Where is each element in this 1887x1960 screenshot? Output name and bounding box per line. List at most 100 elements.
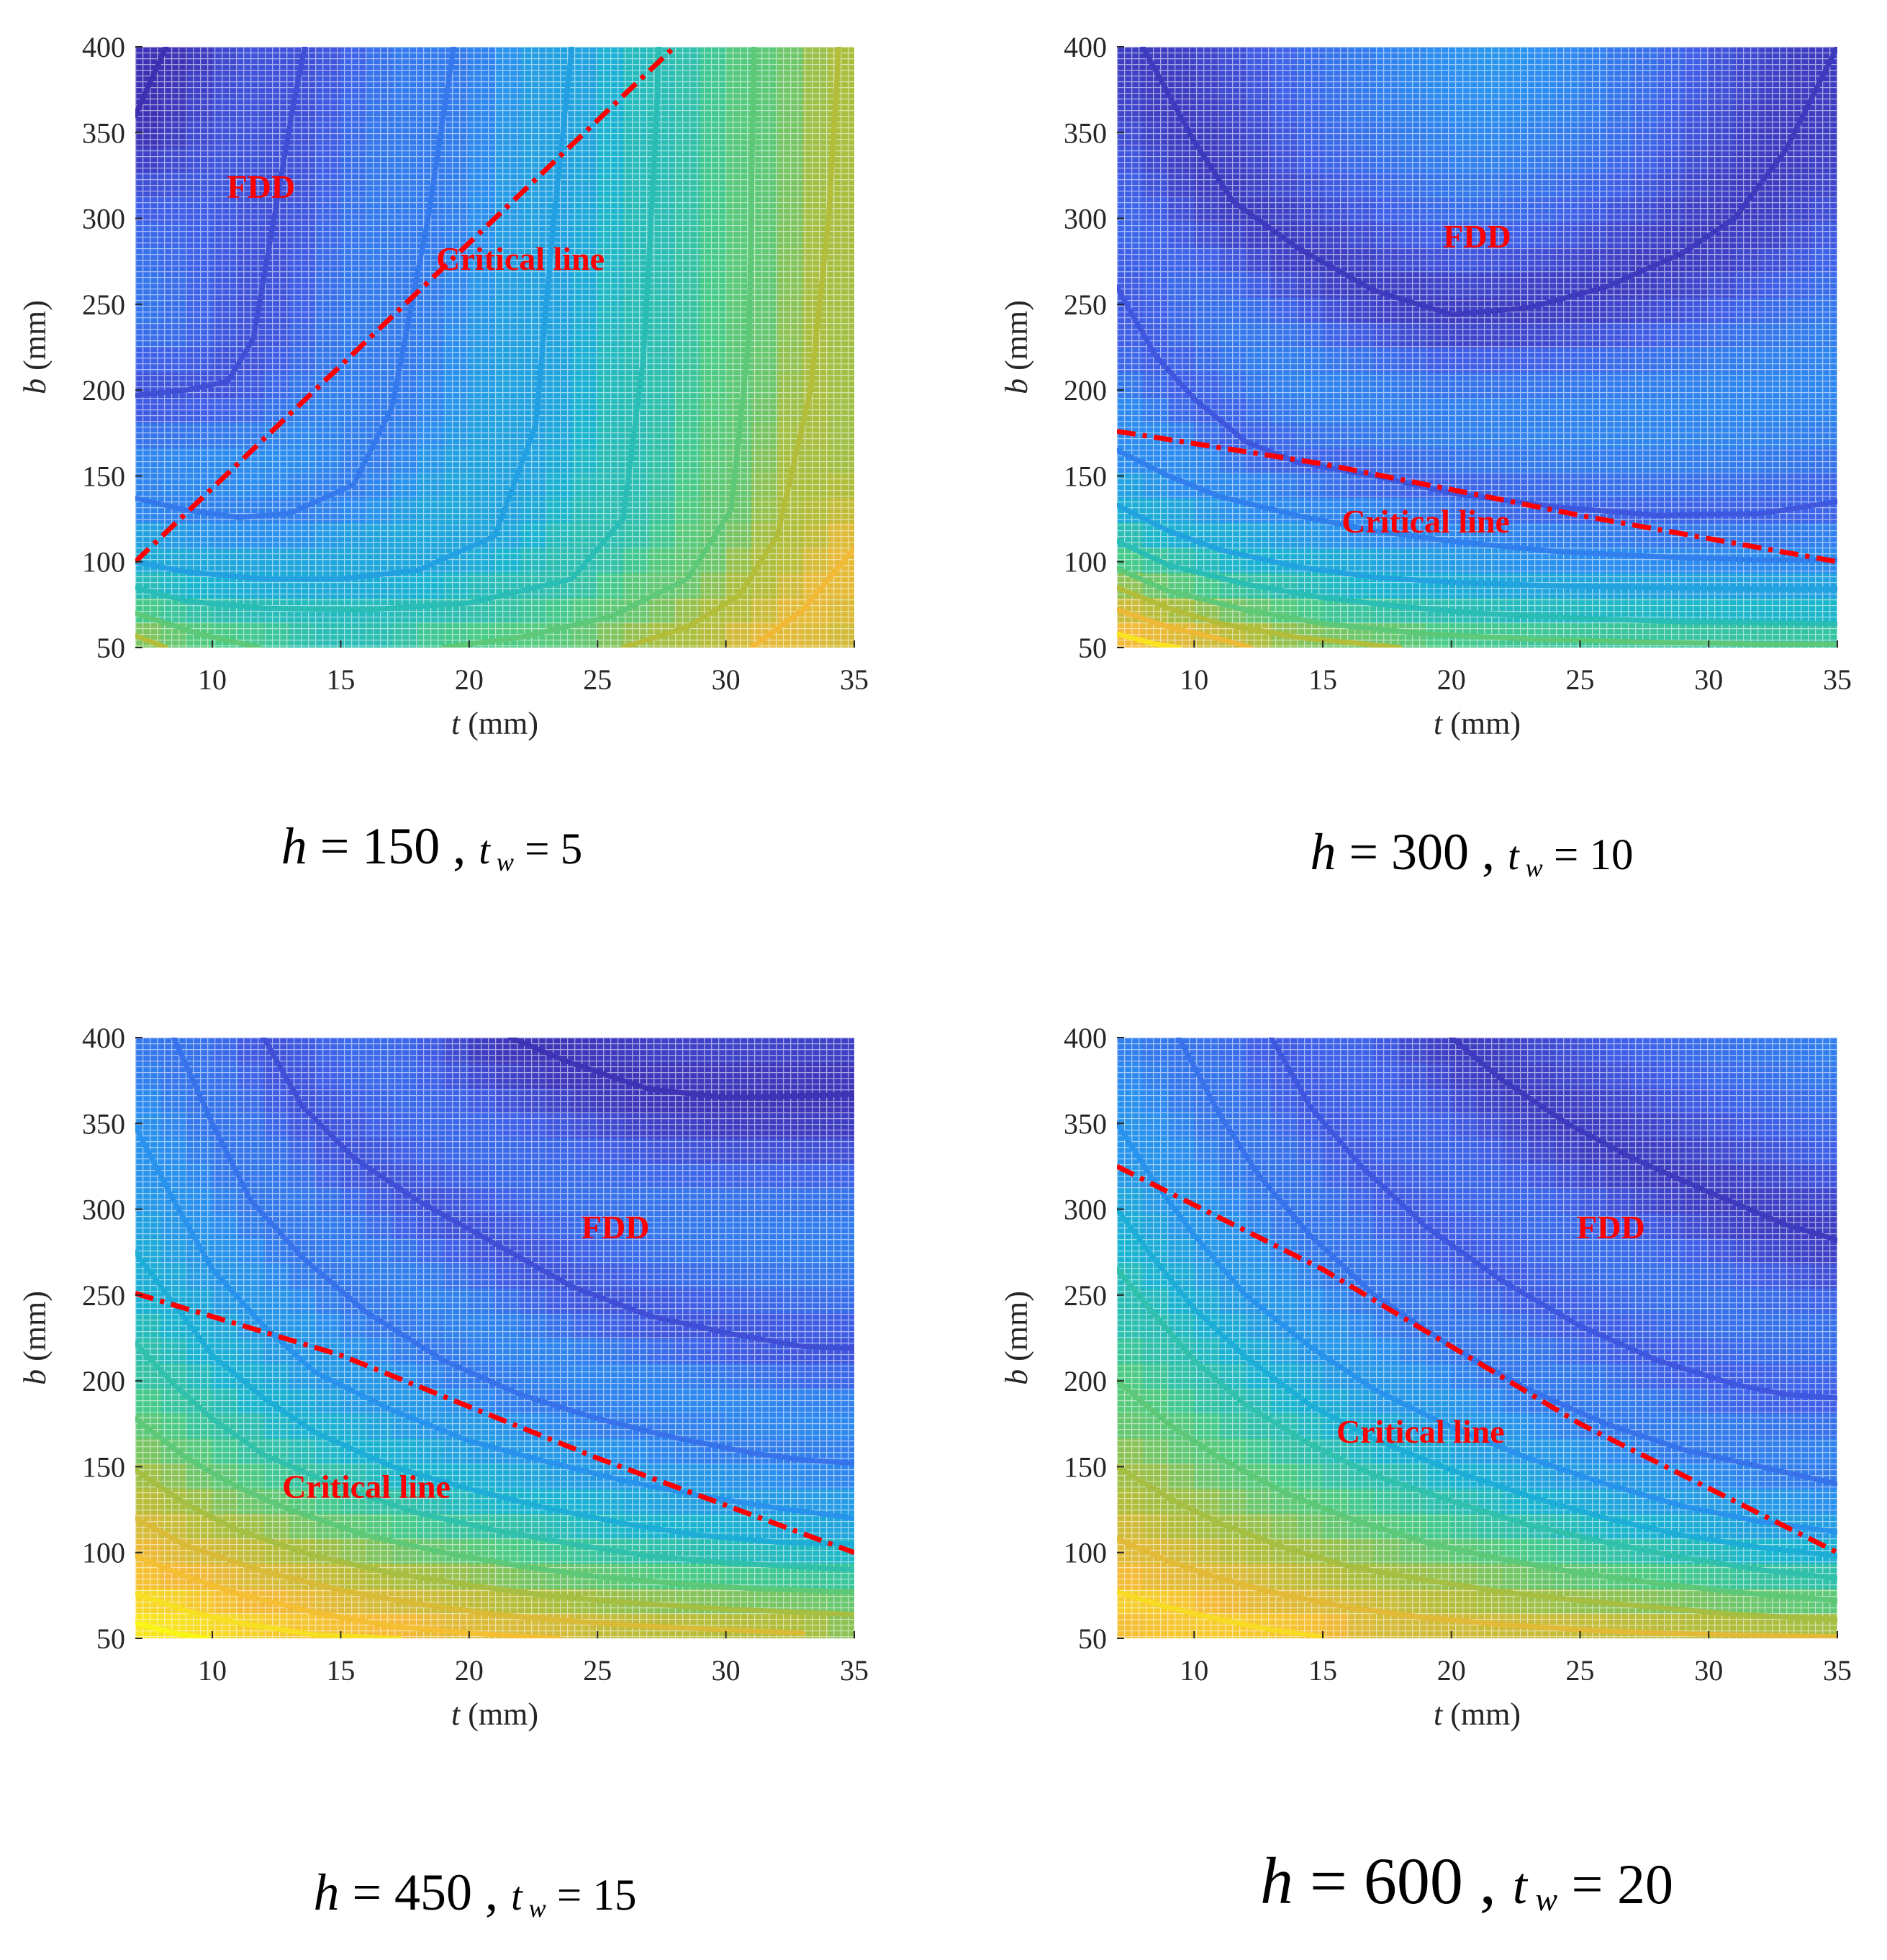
y-tick-label: 400: [1064, 31, 1107, 63]
contour-line: [171, 1038, 854, 1466]
x-tick-label: 30: [1694, 663, 1723, 696]
critical-line: [135, 47, 676, 564]
x-tick-label: 25: [583, 663, 612, 696]
contour-line: [135, 1620, 210, 1638]
contour-line: [1269, 1038, 1837, 1401]
y-axis-label: b (mm): [999, 1291, 1034, 1385]
x-tick-label: 20: [455, 663, 484, 696]
y-tick-label: 400: [82, 31, 125, 63]
y-axis-label: b (mm): [17, 1291, 53, 1385]
contour-line: [135, 47, 307, 398]
chart-panel-2: FDD Critical line 10 15 20 25 30 35 50 100 150 200 2…: [999, 31, 1852, 882]
x-tick-label: 35: [1823, 663, 1852, 696]
critical-line: [1117, 1163, 1837, 1555]
y-tick-label: 350: [82, 1107, 125, 1140]
y-tick-label: 100: [1064, 1537, 1107, 1569]
y-tick-label: 50: [1078, 1623, 1107, 1655]
y-tick-label: 250: [1064, 289, 1107, 321]
x-axis-label: t (mm): [1434, 1697, 1521, 1732]
panel-caption: h = 450 , t w = 15: [313, 1864, 636, 1923]
y-tick-label: 400: [82, 1022, 125, 1054]
critical-line-label: Critical line: [436, 240, 605, 277]
contour-line: [1117, 1266, 1837, 1581]
mesh-overlay: [1117, 47, 1837, 648]
y-tick-label: 350: [1064, 117, 1107, 149]
y-tick-label: 100: [82, 1537, 125, 1569]
y-axis: 50 100 150 200 250 300 350 400: [82, 1022, 142, 1655]
contour-line: [1117, 1464, 1837, 1623]
contour-lines: [135, 1038, 854, 1638]
contour-line: [507, 1038, 854, 1100]
x-axis: 10 15 20 25 30 35: [1180, 1631, 1852, 1687]
contour-line: [1117, 1378, 1837, 1603]
contour-line: [135, 47, 169, 118]
contour-line: [135, 1416, 854, 1595]
y-tick-label: 300: [1064, 203, 1107, 235]
y-tick-label: 350: [82, 117, 125, 149]
x-tick-label: 10: [198, 663, 227, 696]
panels-layer: FDD Critical line 10 15 20 25 30 35 50 100 150 200 2…: [17, 31, 1852, 1923]
panel-caption: h = 300 , t w = 10: [1310, 823, 1633, 882]
x-axis: 10 15 20 25 30 35: [198, 1631, 869, 1687]
contour-line: [1117, 1207, 1837, 1559]
x-axis-label: t (mm): [451, 706, 538, 741]
x-tick-label: 20: [1437, 1654, 1466, 1687]
x-tick-label: 25: [1566, 663, 1595, 696]
x-tick-label: 25: [1566, 1654, 1595, 1687]
contour-line: [135, 632, 169, 648]
y-tick-label: 250: [1064, 1279, 1107, 1312]
contour-line: [135, 1591, 402, 1638]
contour-line: [1117, 631, 1182, 648]
x-tick-label: 15: [326, 663, 355, 696]
x-tick-label: 10: [1180, 663, 1208, 696]
contour-lines: [135, 47, 854, 648]
contour-line: [135, 47, 662, 612]
contour-line: [261, 1038, 854, 1351]
mesh-overlay: [135, 47, 854, 648]
y-tick-label: 200: [1064, 1365, 1107, 1397]
y-tick-label: 400: [1064, 1022, 1107, 1054]
fdd-label: FDD: [227, 168, 296, 205]
y-tick-label: 200: [82, 374, 125, 407]
contour-line: [135, 610, 261, 648]
y-axis: 50 100 150 200 250 300 350 400: [82, 31, 142, 664]
y-tick-label: 150: [82, 460, 125, 492]
y-tick-label: 350: [1064, 1107, 1107, 1140]
critical-line-label: Critical line: [1336, 1413, 1505, 1450]
panel-caption: h = 150 , t w = 5: [281, 817, 583, 876]
y-tick-label: 50: [1078, 632, 1107, 664]
contour-line: [1117, 284, 1837, 518]
y-tick-label: 200: [82, 1365, 125, 1397]
y-tick-label: 150: [82, 1451, 125, 1483]
y-tick-label: 150: [1064, 1451, 1107, 1483]
contour-line: [620, 47, 842, 648]
y-tick-label: 150: [1064, 460, 1107, 492]
x-tick-label: 15: [1308, 1654, 1337, 1687]
x-tick-label: 35: [840, 663, 869, 696]
y-axis: 50 100 150 200 250 300 350 400: [1064, 1022, 1124, 1655]
contour-line: [135, 47, 574, 582]
y-tick-label: 300: [82, 203, 125, 235]
contour-line: [1117, 502, 1837, 592]
x-tick-label: 15: [326, 1654, 355, 1687]
contour-line: [1117, 448, 1837, 563]
panel-caption: h = 600 , t w = 20: [1260, 1844, 1673, 1918]
fdd-label: FDD: [1577, 1209, 1645, 1246]
contour-line: [135, 1249, 854, 1547]
contour-line: [1117, 585, 1403, 648]
x-tick-label: 35: [1823, 1654, 1852, 1687]
y-tick-label: 100: [82, 546, 125, 579]
contour-line: [1117, 538, 1837, 627]
critical-line-label: Critical line: [282, 1468, 451, 1505]
chart-panel-3: FDD Critical line 10 15 20 25 30 35 50 100 150 200 2…: [17, 1022, 869, 1923]
x-axis: 10 15 20 25 30 35: [1180, 640, 1852, 696]
y-tick-label: 300: [1064, 1194, 1107, 1226]
x-tick-label: 10: [1180, 1654, 1208, 1687]
x-tick-label: 15: [1308, 663, 1337, 696]
contour-line: [1140, 47, 1837, 317]
x-tick-label: 20: [1437, 663, 1466, 696]
x-tick-label: 30: [1694, 1654, 1723, 1687]
contour-line: [135, 1515, 806, 1636]
x-tick-label: 30: [712, 1654, 741, 1687]
